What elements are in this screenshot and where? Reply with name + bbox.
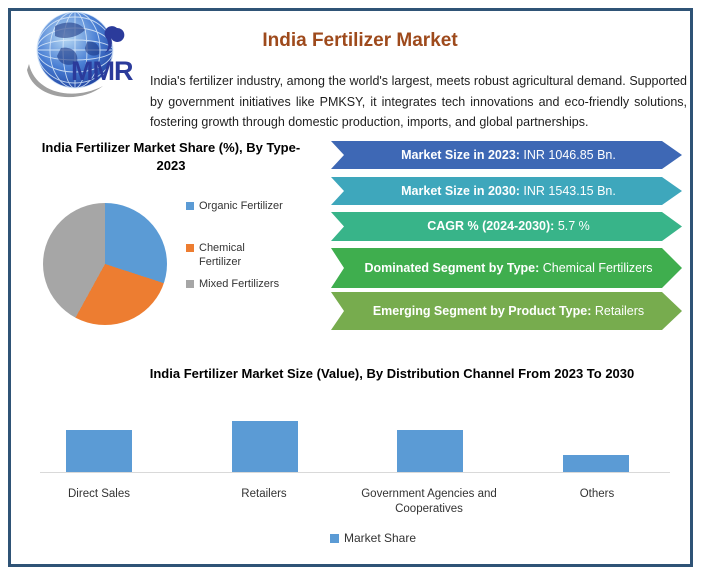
bar: [397, 430, 464, 472]
banner-value: Retailers: [591, 303, 645, 318]
page-title: India Fertilizer Market: [262, 30, 458, 51]
legend-label: Organic Fertilizer: [199, 200, 283, 212]
banner-dominated-segment: Dominated Segment by Type: Chemical Fert…: [331, 248, 682, 288]
globe-icon: [27, 11, 125, 98]
banner-market-size-2023: Market Size in 2023: INR 1046.85 Bn.: [331, 141, 682, 169]
legend-label: Mixed Fertilizers: [199, 278, 280, 290]
legend-label: Market Share: [344, 531, 417, 545]
banner-market-size-2030: Market Size in 2030: INR 1543.15 Bn.: [331, 177, 682, 205]
banner-value: Chemical Fertilizers: [539, 260, 653, 275]
banner-label: Emerging Segment by Product Type:: [372, 303, 592, 318]
legend-item-organic: Organic Fertilizer: [186, 200, 283, 214]
banner-value: INR 1543.15 Bn.: [519, 183, 616, 198]
legend-label: Chemical Fertilizer: [199, 242, 245, 268]
category-label: Government Agencies and Cooperatives: [361, 488, 497, 515]
bar-chart-title: India Fertilizer Market Size (Value), By…: [149, 366, 635, 381]
legend-item-mixed: Mixed Fertilizers: [186, 278, 279, 292]
banner-label: Market Size in 2030:: [401, 183, 520, 198]
organic-swatch-icon: [186, 202, 194, 210]
banner-emerging-segment: Emerging Segment by Product Type: Retail…: [331, 292, 682, 330]
logo-text: MMR: [71, 56, 133, 86]
intro-text: India's fertilizer industry, among the w…: [150, 74, 687, 129]
category-label: Retailers: [241, 488, 287, 500]
bar: [562, 455, 629, 472]
legend-item-chemical: Chemical Fertilizer: [186, 242, 259, 270]
banner-label: CAGR % (2024-2030):: [427, 219, 555, 234]
category-label: Direct Sales: [68, 488, 130, 500]
market-share-swatch-icon: [330, 533, 339, 543]
chemical-swatch-icon: [186, 244, 194, 252]
banner-cagr: CAGR % (2024-2030): 5.7 %: [331, 212, 682, 241]
comma-mark: [104, 26, 125, 53]
mmr-logo: MMR: [25, 8, 150, 98]
swoosh-shape: [27, 64, 103, 98]
banner-label: Market Size in 2023:: [401, 147, 520, 162]
bar: [231, 421, 298, 472]
pie-chart-title: India Fertilizer Market Share (%), By Ty…: [41, 140, 301, 174]
banner-value: 5.7 %: [554, 219, 590, 234]
banner-label: Dominated Segment by Type:: [364, 260, 540, 275]
banner-value: INR 1046.85 Bn.: [519, 147, 616, 162]
category-label: Others: [579, 488, 615, 500]
pie-chart: [43, 203, 167, 325]
mixed-swatch-icon: [186, 280, 194, 288]
bar-legend: Market Share: [330, 531, 416, 545]
bar: [66, 430, 132, 472]
bar-chart-plot: [40, 415, 670, 473]
